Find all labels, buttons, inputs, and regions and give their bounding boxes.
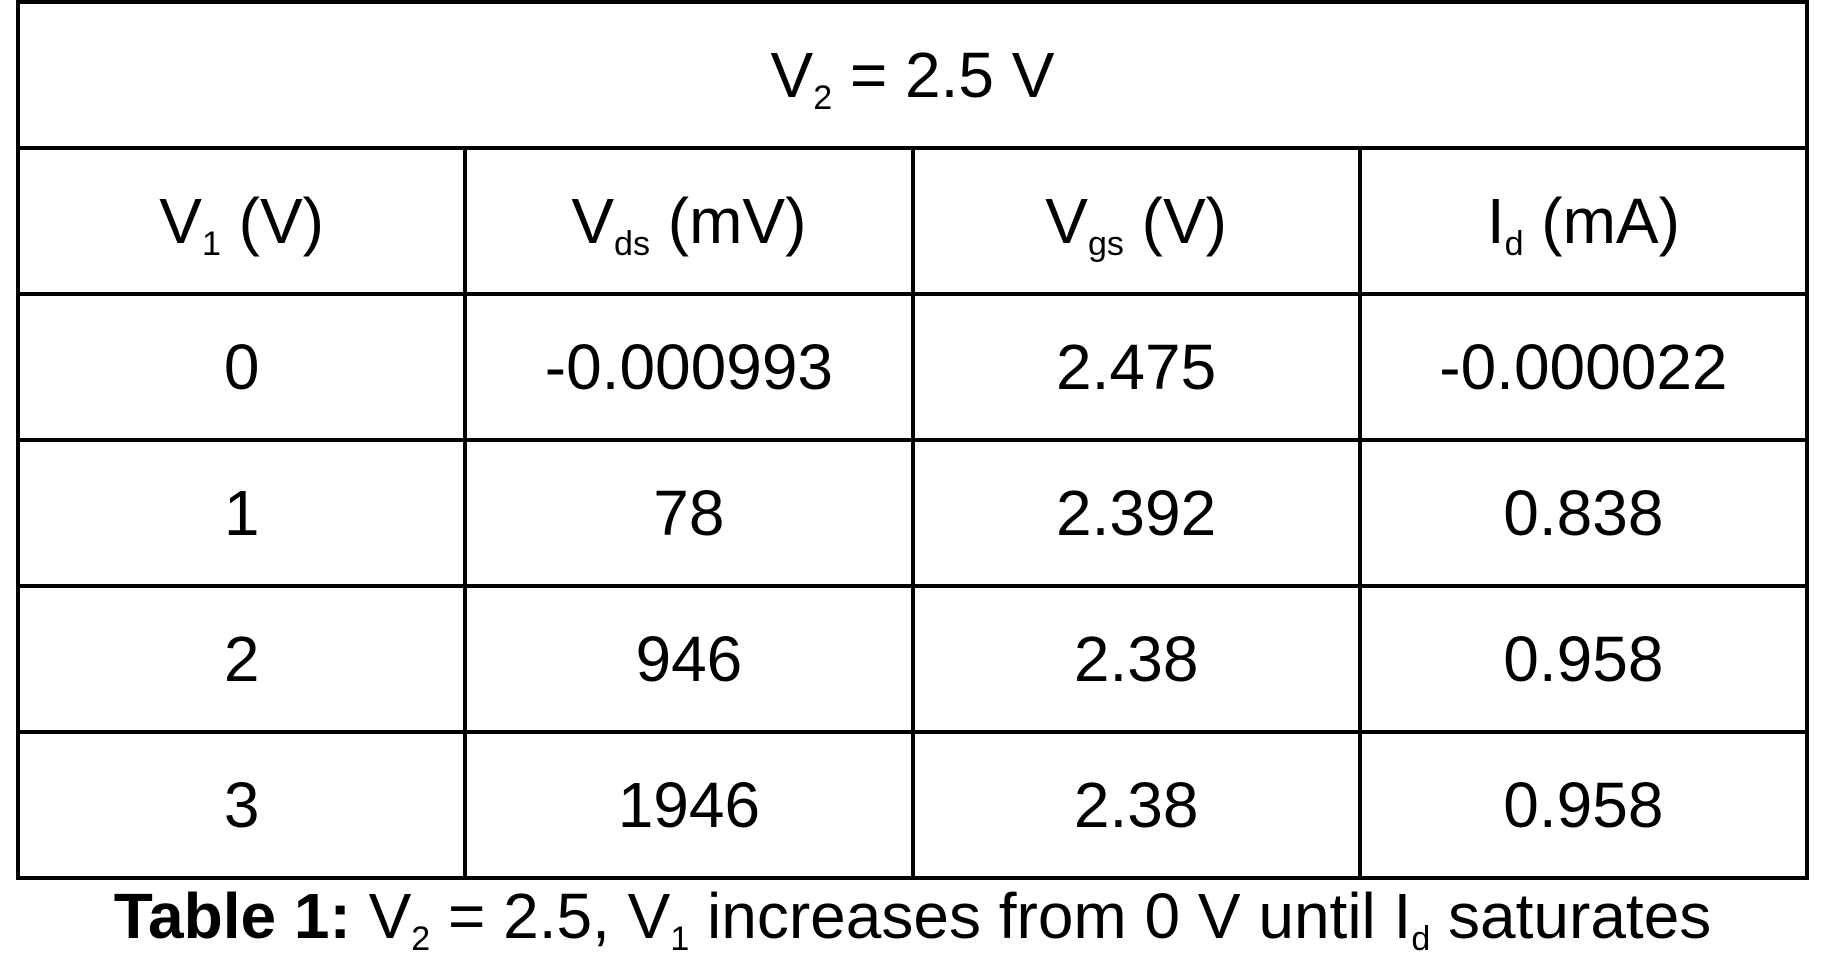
table-cell: 2.475 — [910, 292, 1362, 442]
column-header-symbol: V — [159, 185, 202, 257]
table-cell: -0.000022 — [1357, 292, 1810, 442]
table-row: 1 78 2.392 0.838 — [15, 438, 1810, 588]
column-header-unit: (V) — [220, 185, 324, 257]
column-header-unit: (mA) — [1523, 185, 1680, 257]
caption-text: = 2.5, V — [430, 880, 671, 952]
column-header-symbol: V — [1045, 185, 1088, 257]
caption-subscript: 2 — [411, 920, 431, 958]
column-header-symbol: V — [571, 185, 615, 257]
caption-text: saturates — [1430, 880, 1712, 952]
column-header-v1: V1 (V) — [15, 146, 468, 296]
column-header-unit: (V) — [1123, 185, 1227, 257]
table-cell: 78 — [463, 438, 915, 588]
column-header-symbol: I — [1486, 185, 1505, 257]
column-header-subscript: 1 — [201, 225, 221, 263]
table-cell: 2.392 — [910, 438, 1362, 588]
table-cell: 2.38 — [910, 730, 1362, 880]
v2-subscript: 2 — [813, 79, 833, 117]
column-header-subscript: gs — [1087, 225, 1124, 263]
v2-value: = 2.5 V — [832, 39, 1055, 111]
table-caption: Table 1: V2 = 2.5, V1 increases from 0 V… — [0, 880, 1825, 956]
table-cell: 1946 — [463, 730, 915, 880]
table-title-row: V2 = 2.5 V — [16, 0, 1809, 150]
table-cell: 0.958 — [1357, 584, 1810, 734]
data-table: V2 = 2.5 V V1 (V) Vds (mV) Vgs (V) Id (m… — [15, 0, 1810, 880]
column-header-vgs: Vgs (V) — [910, 146, 1362, 296]
table-cell: 946 — [463, 584, 915, 734]
column-header-subscript: ds — [614, 225, 650, 263]
caption-subscript: 1 — [670, 920, 690, 958]
caption-label: Table 1: — [113, 880, 351, 952]
table-cell: 2 — [15, 584, 468, 734]
table-row: 2 946 2.38 0.958 — [15, 584, 1810, 734]
column-header-id: Id (mA) — [1357, 146, 1810, 296]
data-table-container: V2 = 2.5 V V1 (V) Vds (mV) Vgs (V) Id (m… — [15, 0, 1810, 880]
table-title-cell: V2 = 2.5 V — [16, 0, 1809, 150]
column-header-vds: Vds (mV) — [463, 146, 915, 296]
table-cell: 0.838 — [1357, 438, 1810, 588]
table-cell: 2.38 — [910, 584, 1362, 734]
table-cell: 0 — [15, 292, 468, 442]
table-cell: 1 — [15, 438, 468, 588]
caption-text: increases from 0 V until I — [689, 880, 1412, 952]
column-header-unit: (mV) — [649, 185, 807, 257]
column-header-subscript: d — [1504, 225, 1524, 263]
column-header-row: V1 (V) Vds (mV) Vgs (V) Id (mA) — [15, 146, 1810, 296]
caption-text: V — [350, 880, 412, 952]
table-row: 3 1946 2.38 0.958 — [15, 730, 1810, 880]
caption-subscript: d — [1411, 920, 1431, 958]
v2-symbol: V — [770, 39, 814, 111]
table-cell: 3 — [15, 730, 468, 880]
table-cell: -0.000993 — [463, 292, 915, 442]
table-row: 0 -0.000993 2.475 -0.000022 — [15, 292, 1810, 442]
table-cell: 0.958 — [1357, 730, 1810, 880]
